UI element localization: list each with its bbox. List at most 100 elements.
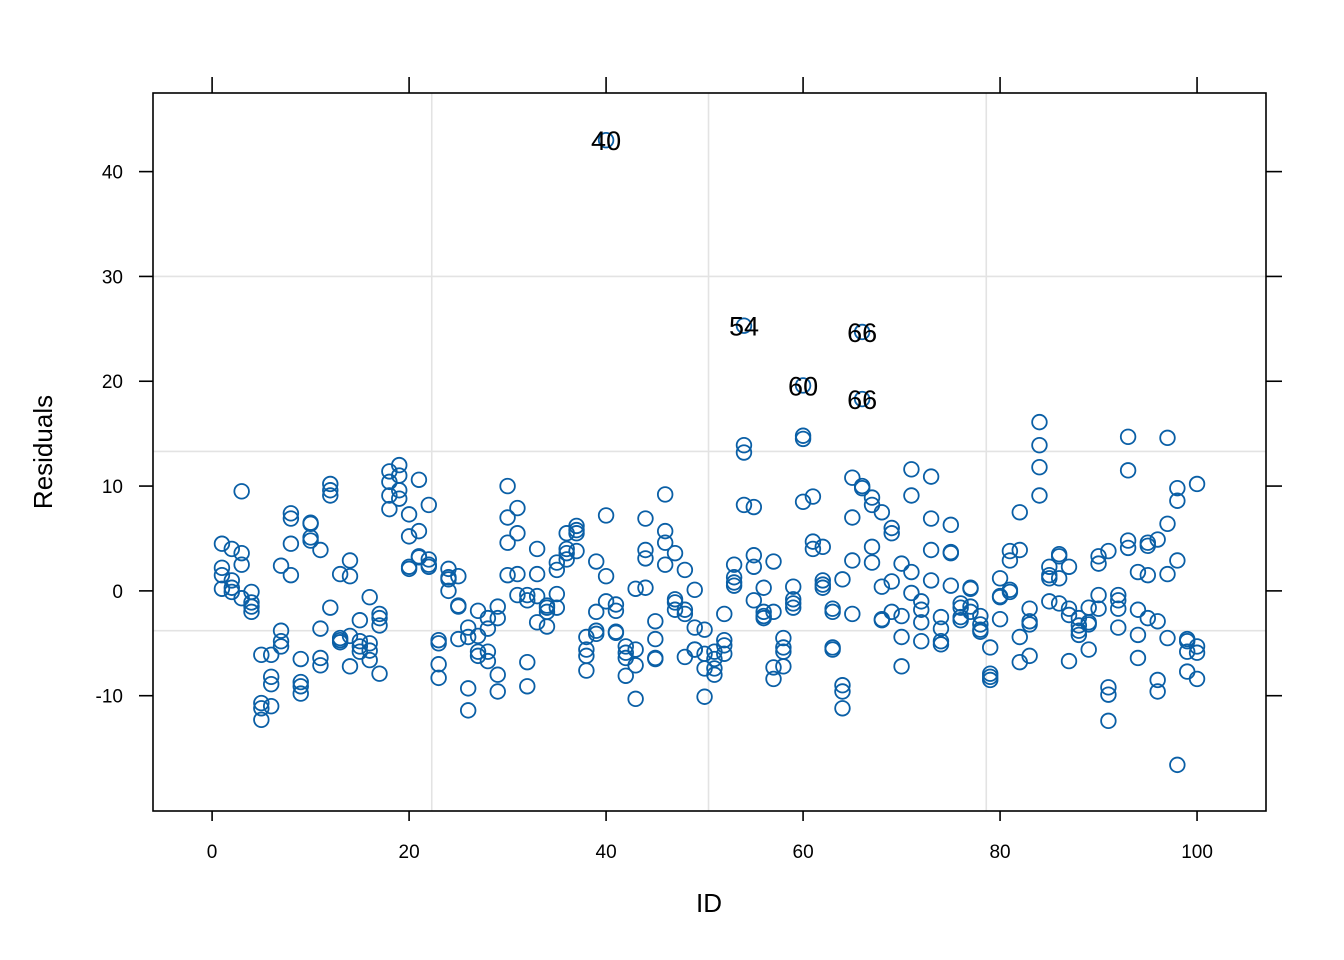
data-point — [322, 475, 339, 493]
data-point — [1169, 552, 1186, 569]
data-point — [371, 617, 388, 634]
data-point — [627, 657, 644, 674]
data-point — [1129, 649, 1147, 667]
data-point — [913, 614, 930, 631]
data-point — [253, 700, 270, 717]
data-point — [272, 632, 290, 650]
data-point — [1060, 558, 1078, 575]
data-point — [627, 580, 644, 597]
data-point — [1011, 504, 1028, 521]
data-point — [1090, 600, 1107, 617]
data-point — [499, 566, 516, 584]
data-point — [1159, 565, 1176, 583]
data-point — [834, 683, 851, 700]
data-point — [863, 538, 881, 556]
data-point — [617, 638, 634, 655]
data-point — [253, 694, 270, 712]
data-point — [942, 577, 960, 594]
data-point — [509, 565, 526, 583]
data-point — [243, 594, 260, 611]
data-point — [666, 601, 684, 618]
data-point — [391, 482, 408, 499]
data-point — [391, 456, 408, 474]
data-point — [302, 529, 319, 546]
data-point — [588, 603, 605, 621]
data-point — [469, 647, 487, 665]
data-point — [499, 509, 516, 526]
data-point — [656, 486, 674, 503]
data-point — [1041, 570, 1058, 587]
data-point — [588, 625, 605, 643]
data-point — [873, 578, 891, 595]
point-id-labels: 40 54 66 60 66 — [591, 126, 877, 415]
data-point — [213, 559, 231, 577]
data-point — [755, 579, 772, 596]
data-point — [1179, 643, 1196, 660]
data-point — [982, 671, 999, 689]
data-point — [913, 632, 930, 650]
data-point — [706, 650, 723, 668]
data-point — [272, 638, 290, 655]
data-point — [1188, 475, 1206, 493]
data-point — [1100, 712, 1117, 730]
data-point — [1011, 541, 1028, 559]
data-point — [1149, 531, 1166, 548]
data-point — [1021, 647, 1038, 665]
data-point — [844, 509, 861, 526]
data-point — [913, 601, 930, 618]
data-point — [676, 605, 694, 623]
data-point — [568, 542, 585, 560]
data-point — [1139, 609, 1157, 627]
data-point — [863, 554, 881, 571]
data-point — [1169, 756, 1186, 774]
data-point — [982, 639, 999, 656]
data-point — [528, 540, 546, 558]
data-point — [440, 571, 457, 588]
data-point — [400, 560, 418, 578]
data-point — [489, 598, 506, 615]
data-point — [1060, 652, 1078, 670]
data-point — [459, 619, 477, 636]
data-point — [991, 610, 1009, 628]
data-point — [804, 488, 822, 505]
data-point — [312, 620, 329, 637]
data-point — [322, 482, 339, 499]
data-point — [814, 579, 831, 596]
data-point — [775, 658, 792, 675]
data-point — [253, 646, 270, 664]
data-point — [1031, 458, 1048, 476]
data-point — [1188, 644, 1206, 661]
data-point — [302, 515, 319, 533]
data-point — [922, 572, 940, 589]
data-point-labeled — [794, 377, 812, 394]
data-point — [381, 487, 398, 504]
data-point — [361, 588, 378, 606]
data-point — [430, 631, 447, 649]
data-point — [656, 556, 674, 573]
point-id-label: 66 — [847, 318, 877, 348]
data-point — [469, 602, 487, 619]
data-point — [804, 540, 822, 558]
data-point — [696, 621, 713, 638]
data-point — [528, 565, 546, 583]
data-point — [893, 628, 910, 646]
data-point — [371, 605, 388, 623]
data-point — [262, 646, 280, 664]
data-point — [883, 603, 900, 621]
data-point — [1100, 686, 1117, 703]
data-point — [597, 507, 615, 524]
x-tick-label: 40 — [596, 842, 617, 863]
data-point — [1110, 619, 1127, 636]
data-point — [785, 595, 802, 612]
data-point — [519, 586, 536, 604]
data-point — [1159, 629, 1176, 647]
data-point — [844, 469, 861, 486]
data-point — [1011, 628, 1028, 646]
data-point — [1090, 548, 1107, 565]
data-point — [883, 519, 900, 537]
data-point — [932, 620, 950, 637]
data-point — [824, 600, 841, 617]
data-point — [942, 516, 960, 534]
data-point — [1179, 663, 1196, 680]
data-point — [243, 603, 260, 621]
